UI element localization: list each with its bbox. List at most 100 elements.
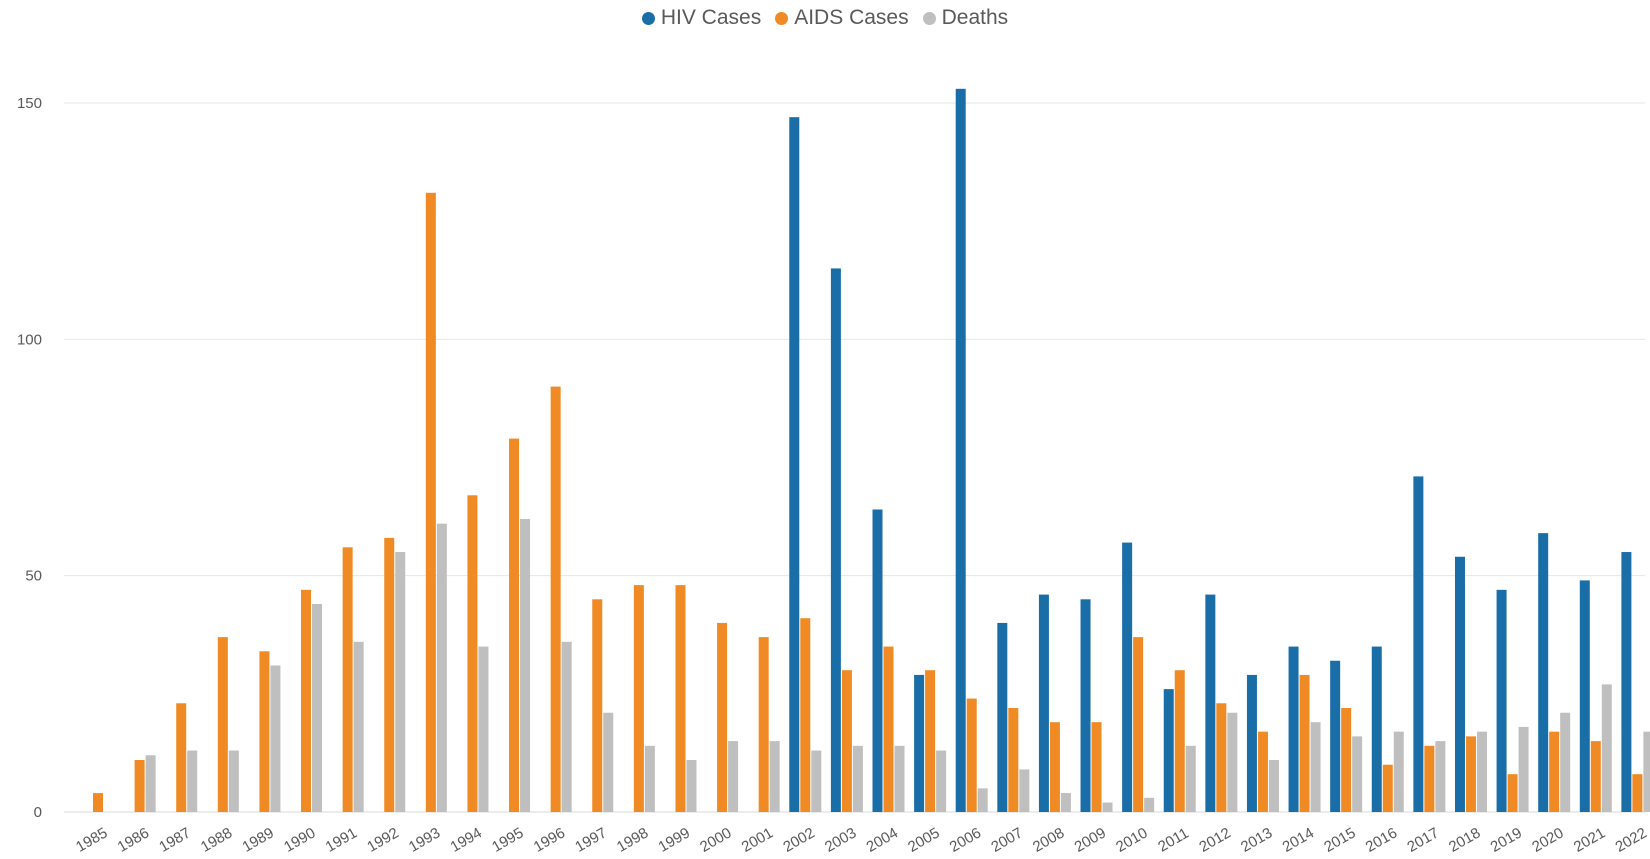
bar-hiv-cases-2013 — [1246, 674, 1257, 812]
bar-hiv-cases-2003 — [830, 268, 841, 812]
bar-aids-cases-1994 — [467, 495, 478, 812]
bar-hiv-cases-2002 — [789, 117, 800, 813]
bar-deaths-1986 — [145, 755, 156, 812]
bar-deaths-1993 — [436, 523, 447, 812]
bar-aids-cases-1988 — [217, 637, 228, 812]
x-tick-label: 2022 — [1612, 824, 1649, 855]
x-tick-label: 2004 — [864, 824, 901, 855]
bar-deaths-1991 — [353, 641, 364, 812]
x-tick-label: 1991 — [323, 824, 360, 855]
x-tick-label: 2017 — [1404, 824, 1441, 855]
bar-hiv-cases-2010 — [1122, 542, 1133, 812]
bar-deaths-2006 — [977, 788, 988, 812]
x-tick-label: 2021 — [1571, 824, 1608, 855]
x-tick-label: 1999 — [656, 824, 693, 855]
legend-label-aids: AIDS Cases — [794, 6, 909, 29]
bar-hiv-cases-2004 — [872, 509, 883, 812]
bar-aids-cases-2014 — [1299, 674, 1310, 812]
legend-item-deaths: Deaths — [922, 6, 1009, 30]
bar-aids-cases-2003 — [841, 670, 852, 812]
x-tick-label: 1985 — [73, 824, 110, 855]
x-tick-label: 2008 — [1030, 824, 1067, 855]
bar-aids-cases-2002 — [800, 618, 811, 812]
bar-hiv-cases-2011 — [1163, 689, 1174, 812]
bar-aids-cases-1992 — [384, 537, 395, 812]
x-tick-label: 1996 — [531, 824, 568, 855]
bar-deaths-2003 — [852, 745, 863, 812]
x-tick-label: 1997 — [572, 824, 609, 855]
x-tick-label: 2011 — [1155, 825, 1191, 856]
bar-hiv-cases-2020 — [1538, 533, 1549, 812]
bar-aids-cases-2012 — [1216, 703, 1227, 812]
bar-deaths-2005 — [936, 750, 947, 812]
bar-hiv-cases-2012 — [1205, 594, 1216, 812]
bar-aids-cases-1990 — [301, 589, 312, 812]
x-tick-label: 2018 — [1446, 824, 1483, 855]
bar-deaths-2002 — [811, 750, 822, 812]
bar-aids-cases-2020 — [1549, 731, 1560, 812]
bar-aids-cases-1989 — [259, 651, 270, 812]
legend-label-deaths: Deaths — [941, 6, 1009, 29]
x-tick-label: 2003 — [822, 824, 859, 855]
x-tick-label: 2015 — [1321, 824, 1358, 855]
bar-aids-cases-2008 — [1049, 722, 1060, 812]
bar-deaths-2012 — [1227, 712, 1238, 812]
bar-deaths-2008 — [1060, 793, 1071, 812]
bar-aids-cases-2007 — [1008, 708, 1019, 812]
bar-aids-cases-2016 — [1382, 764, 1393, 812]
bar-deaths-2013 — [1268, 760, 1279, 812]
bar-deaths-2015 — [1352, 736, 1363, 812]
x-tick-label: 2019 — [1488, 824, 1525, 855]
bar-aids-cases-1997 — [592, 599, 603, 812]
legend-item-hiv: HIV Cases — [641, 6, 762, 30]
x-tick-label: 2020 — [1529, 824, 1566, 855]
bar-aids-cases-1987 — [176, 703, 187, 812]
bar-aids-cases-2004 — [883, 646, 894, 812]
x-tick-label: 1992 — [364, 824, 401, 855]
bar-hiv-cases-2019 — [1496, 589, 1507, 812]
y-tick-label: 0 — [34, 804, 42, 821]
bar-hiv-cases-2009 — [1080, 599, 1091, 812]
y-tick-label: 100 — [17, 331, 42, 348]
x-tick-label: 2016 — [1363, 824, 1400, 855]
bar-deaths-2011 — [1185, 745, 1196, 812]
bar-hiv-cases-2017 — [1413, 476, 1424, 812]
bar-aids-cases-2000 — [717, 622, 728, 812]
bar-deaths-1998 — [644, 745, 655, 812]
legend-dot-aids — [775, 11, 789, 25]
bar-deaths-1997 — [603, 712, 614, 812]
bar-deaths-1989 — [270, 665, 281, 812]
bar-aids-cases-1993 — [425, 192, 436, 813]
bar-aids-cases-2022 — [1632, 774, 1643, 812]
bar-aids-cases-2010 — [1133, 637, 1144, 812]
bar-hiv-cases-2015 — [1330, 660, 1341, 812]
bar-aids-cases-1986 — [134, 760, 145, 812]
bar-aids-cases-1998 — [633, 585, 644, 812]
x-tick-label: 2006 — [947, 824, 984, 855]
bar-deaths-2018 — [1476, 731, 1487, 812]
bar-aids-cases-2011 — [1174, 670, 1185, 812]
bar-aids-cases-2013 — [1257, 731, 1268, 812]
x-tick-label: 1986 — [115, 824, 152, 855]
bar-deaths-2016 — [1393, 731, 1404, 812]
bar-aids-cases-2006 — [966, 698, 977, 812]
x-tick-label: 1988 — [198, 824, 235, 855]
bar-deaths-2014 — [1310, 722, 1321, 812]
x-tick-label: 1987 — [156, 824, 193, 855]
legend-dot-hiv — [641, 11, 655, 25]
bar-deaths-2009 — [1102, 802, 1113, 812]
x-tick-label: 1989 — [239, 824, 276, 855]
bar-aids-cases-2021 — [1590, 741, 1601, 812]
bar-deaths-2022 — [1643, 731, 1650, 812]
bar-hiv-cases-2021 — [1579, 580, 1590, 812]
legend-dot-deaths — [922, 11, 936, 25]
bar-aids-cases-2005 — [925, 670, 936, 812]
bar-deaths-1995 — [520, 518, 531, 812]
bar-aids-cases-2015 — [1341, 708, 1352, 812]
bar-deaths-1988 — [228, 750, 239, 812]
legend-label-hiv: HIV Cases — [660, 6, 762, 29]
legend-item-aids: AIDS Cases — [775, 6, 909, 30]
x-tick-label: 1993 — [406, 824, 443, 855]
bar-deaths-2017 — [1435, 741, 1446, 812]
